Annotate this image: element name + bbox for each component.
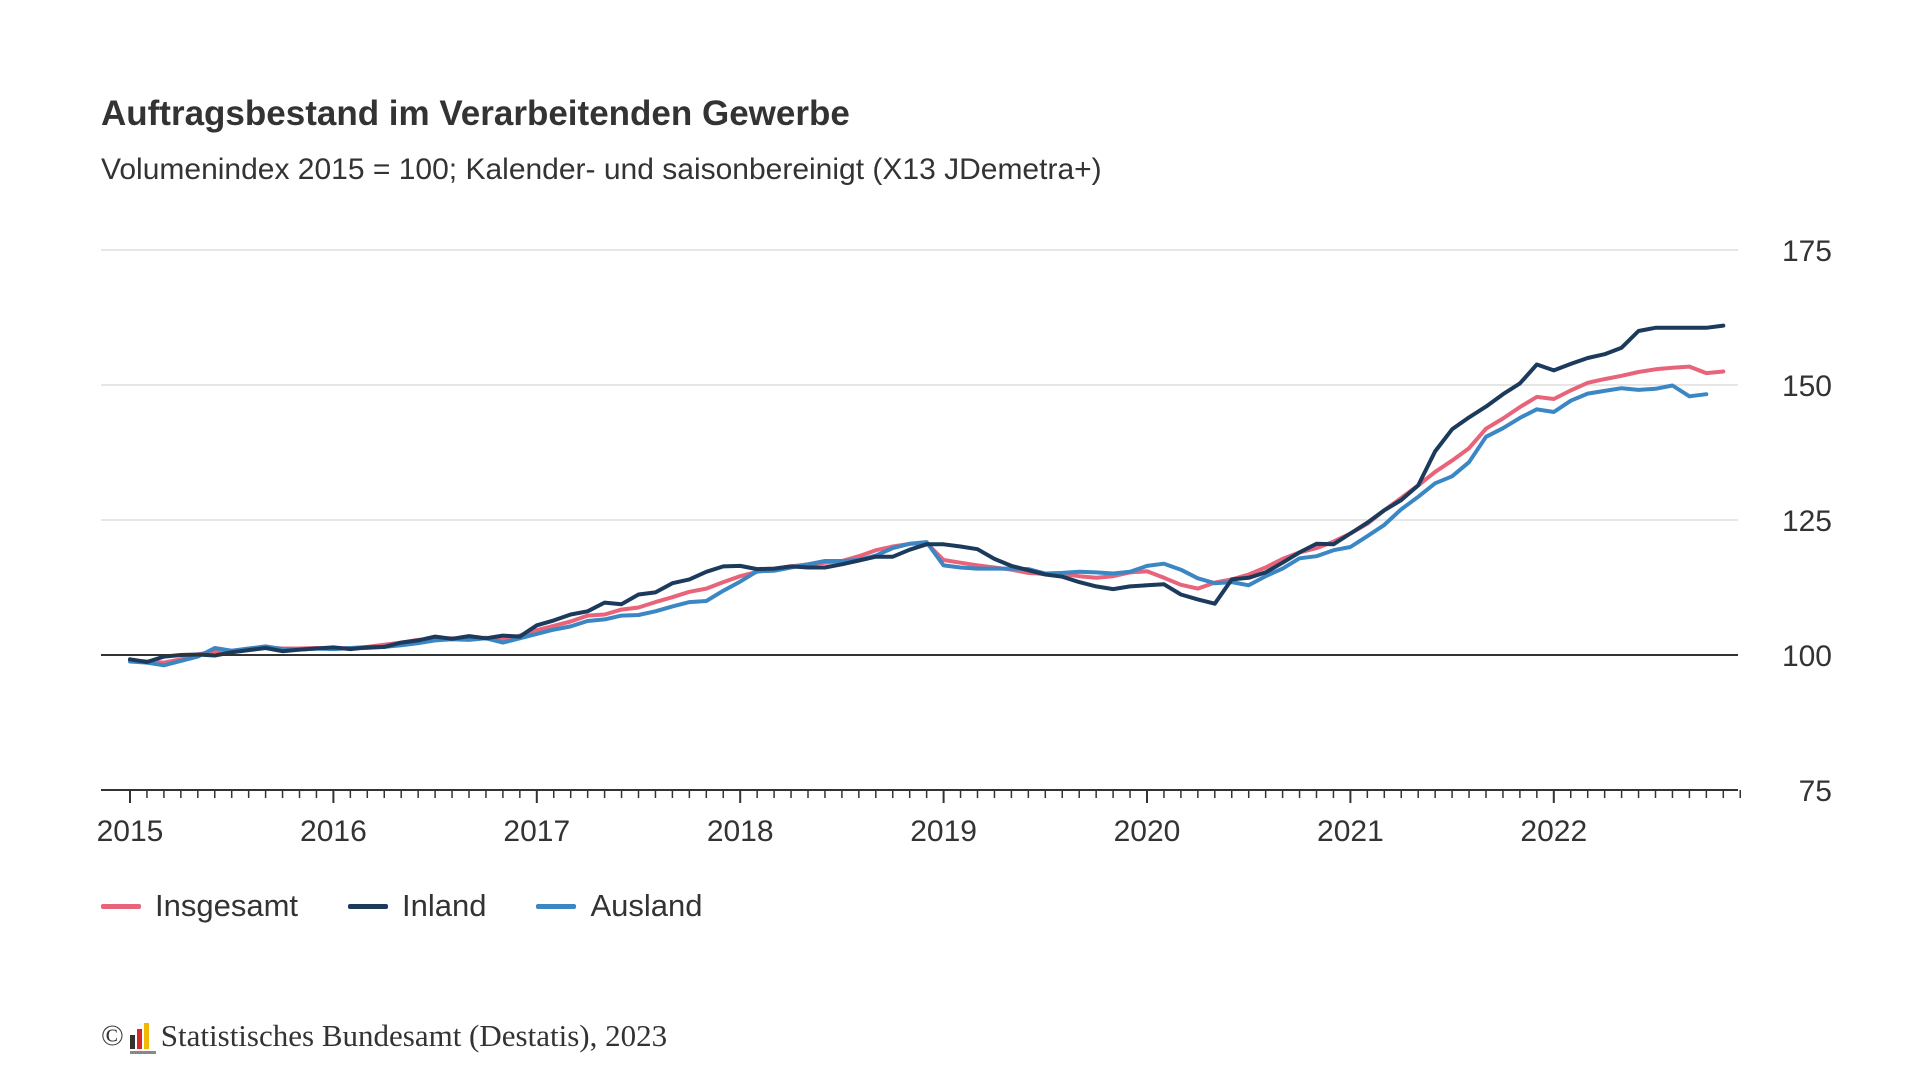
x-tick-label-2018: 2018 [707,815,774,848]
source-text: Statistisches Bundesamt (Destatis), 2023 [160,1018,668,1053]
y-tick-label-75: 75 [1799,775,1832,808]
legend-swatch-ausland [536,903,577,909]
source-footer: © Statistisches Bundesamt (Destatis), 20… [101,1018,667,1054]
y-tick-label-175: 175 [1782,235,1832,268]
legend-label-ausland: Ausland [590,888,703,923]
legend-label-inland: Inland [402,888,487,923]
x-tick-label-2017: 2017 [503,815,570,848]
x-tick-label-2019: 2019 [910,815,977,848]
series-layer [128,323,1726,668]
y-tick-label-100: 100 [1782,640,1832,673]
legend-label-insgesamt: Insgesamt [155,888,299,923]
legend-item-insgesamt[interactable]: Insgesamt [101,888,298,924]
y-tick-label-125: 125 [1782,505,1832,538]
legend-swatch-inland [348,903,389,909]
legend-swatch-insgesamt [101,903,141,909]
x-tick-label-2022: 2022 [1520,815,1587,848]
legend-item-inland[interactable]: Inland [348,888,486,924]
x-tick-label-2021: 2021 [1317,815,1384,848]
y-tick-label-150: 150 [1782,370,1832,403]
series-line-insgesamt [128,364,1726,665]
series-line-inland [128,323,1726,664]
chart-legend: Insgesamt Inland Ausland [101,888,753,924]
chart-title: Auftragsbestand im Verarbeitenden Gewerb… [101,94,850,133]
x-tick-label-2020: 2020 [1114,815,1181,848]
destatis-logo-icon [129,1023,156,1054]
grid-layer [101,249,1738,521]
legend-item-ausland[interactable]: Ausland [536,888,703,924]
axis-layer: 75 100 125 150 175 2015 2016 2017 2018 2019 2020 20… [97,235,1832,848]
x-tick-label-2015: 2015 [97,815,164,848]
series-line-ausland [128,383,1709,668]
x-tick-label-2016: 2016 [300,815,367,848]
chart-subtitle: Volumenindex 2015 = 100; Kalender- und s… [101,153,1102,186]
copyright-symbol: © [101,1019,124,1052]
